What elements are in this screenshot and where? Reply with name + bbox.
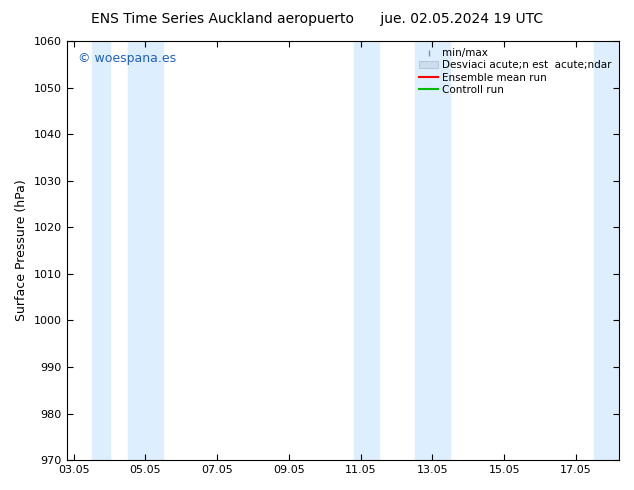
Bar xyxy=(127,41,164,460)
Bar xyxy=(594,41,619,460)
Bar xyxy=(415,41,450,460)
Legend: min/max, Desviaci acute;n est  acute;ndar, Ensemble mean run, Controll run: min/max, Desviaci acute;n est acute;ndar… xyxy=(417,46,614,97)
Bar xyxy=(354,41,378,460)
Text: ENS Time Series Auckland aeropuerto      jue. 02.05.2024 19 UTC: ENS Time Series Auckland aeropuerto jue.… xyxy=(91,12,543,26)
Y-axis label: Surface Pressure (hPa): Surface Pressure (hPa) xyxy=(15,180,28,321)
Text: © woespana.es: © woespana.es xyxy=(77,51,176,65)
Bar xyxy=(92,41,110,460)
